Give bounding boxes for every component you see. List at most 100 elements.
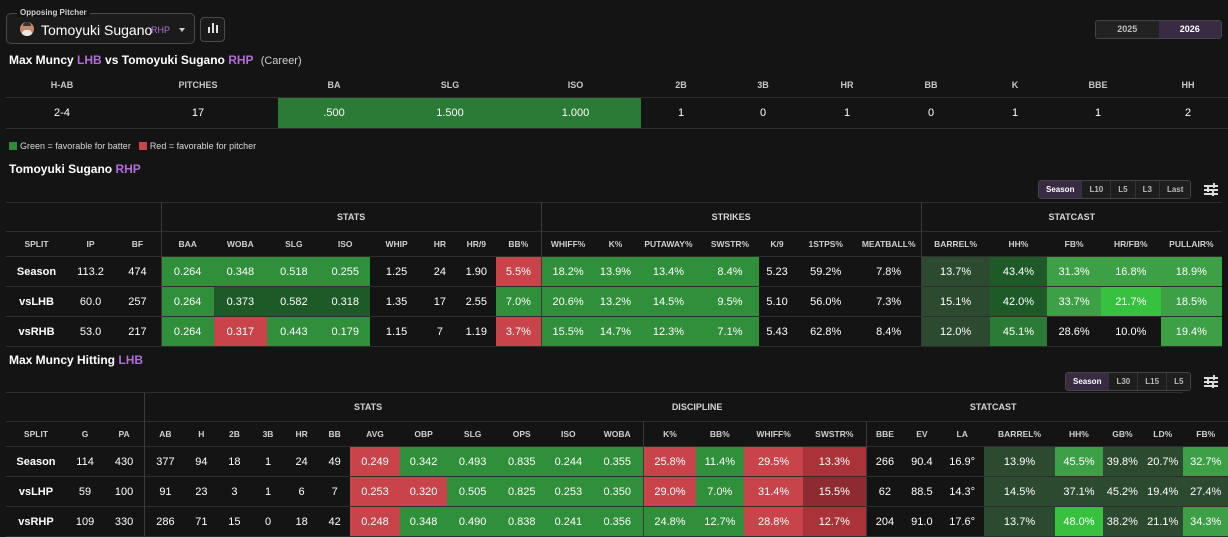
col-hr[interactable]: HR <box>284 421 320 447</box>
col-ld-pct[interactable]: LD% <box>1142 421 1184 447</box>
matchup-h-ab-value: 2-4 <box>6 96 118 129</box>
col-pullair-pct[interactable]: PULLAIR% <box>1160 231 1222 257</box>
col-swstr-pct[interactable]: SWSTR% <box>803 421 867 447</box>
col-iso[interactable]: ISO <box>320 231 370 257</box>
col-bb[interactable]: BB <box>319 421 351 447</box>
col-whiff-pct[interactable]: WHIFF% <box>540 231 595 257</box>
col-hr[interactable]: HR <box>423 231 457 257</box>
cell-barrel-pct: 13.7% <box>920 256 990 287</box>
col-1stps-pct[interactable]: 1STPS% <box>794 231 857 257</box>
cell-swstr-pct: 9.5% <box>700 286 760 317</box>
cell-bf: 474 <box>114 256 162 287</box>
matchup-pitcher-name: Tomoyuki Sugano <box>121 53 225 67</box>
tab-l5[interactable]: L5 <box>1111 181 1136 198</box>
cell-ev: 90.4 <box>903 446 941 477</box>
col-fb-pct[interactable]: FB% <box>1047 231 1101 257</box>
col-baa[interactable]: BAA <box>160 231 214 257</box>
cell-pa: 330 <box>104 506 145 537</box>
col-avg[interactable]: AVG <box>350 421 400 447</box>
col-ops[interactable]: OPS <box>497 421 546 447</box>
year-2025-button[interactable]: 2025 <box>1096 21 1159 38</box>
col-swstr-pct[interactable]: SWSTR% <box>700 231 760 257</box>
cell-fb-pct: 31.3% <box>1047 256 1101 287</box>
cell-iso: 0.318 <box>320 286 370 317</box>
matchup-batter-name: Max Muncy <box>9 53 74 67</box>
matchup-hr-value: 1 <box>805 96 889 129</box>
cell-putaway-pct: 12.3% <box>636 316 701 347</box>
col-slg[interactable]: SLG <box>447 421 498 447</box>
matchup-pitches-value: 17 <box>118 96 278 129</box>
col-split[interactable]: SPLIT <box>6 231 67 257</box>
col-pa[interactable]: PA <box>104 421 145 447</box>
col-g[interactable]: G <box>65 421 105 447</box>
col-la[interactable]: LA <box>940 421 984 447</box>
cell-la: 17.6° <box>940 506 984 537</box>
col-meatball-pct[interactable]: MEATBALL% <box>856 231 922 257</box>
col-whiff-pct[interactable]: WHIFF% <box>744 421 804 447</box>
tab-l5[interactable]: L5 <box>1167 373 1191 390</box>
col-hr-per-9[interactable]: HR/9 <box>456 231 497 257</box>
tab-l15[interactable]: L15 <box>1138 373 1168 390</box>
tab-season[interactable]: Season <box>1066 373 1110 390</box>
col-obp[interactable]: OBP <box>399 421 448 447</box>
tab-season[interactable]: Season <box>1039 181 1083 198</box>
cell-2b: 18 <box>216 446 252 477</box>
col-2b[interactable]: 2B <box>216 421 252 447</box>
pitcher-table-name: Tomoyuki Sugano <box>9 162 113 176</box>
group-blank <box>6 392 145 422</box>
col-k-pct[interactable]: K% <box>594 231 637 257</box>
filter-icon[interactable] <box>1204 375 1218 388</box>
cell-hr-per-fb-pct: 10.0% <box>1100 316 1161 347</box>
col-hr-per-fb-pct[interactable]: HR/FB% <box>1100 231 1161 257</box>
col-putaway-pct[interactable]: PUTAWAY% <box>636 231 701 257</box>
col-fb-pct[interactable]: FB% <box>1183 421 1228 447</box>
pitcher-selector[interactable]: Opposing Pitcher Tomoyuki Sugano RHP <box>6 8 195 44</box>
col-3b[interactable]: 3B <box>252 421 285 447</box>
col-hh-pct[interactable]: HH% <box>1055 421 1103 447</box>
hitter-stats-table: STATS DISCIPLINE STATCAST SPLIT G PA AB H 2B 3B HR… <box>6 392 1228 537</box>
col-split[interactable]: SPLIT <box>6 421 66 447</box>
pitcher-table-hand: RHP <box>115 162 141 176</box>
cell-putaway-pct: 14.5% <box>636 286 701 317</box>
col-barrel-pct[interactable]: BARREL% <box>983 421 1056 447</box>
col-iso[interactable]: ISO <box>545 421 592 447</box>
group-blank <box>6 202 162 232</box>
col-k-pct[interactable]: K% <box>643 421 696 447</box>
col-bf[interactable]: BF <box>114 231 162 257</box>
col-woba[interactable]: WOBA <box>591 421 644 447</box>
col-h[interactable]: H <box>185 421 217 447</box>
cell-bbe: 204 <box>865 506 904 537</box>
col-barrel-pct[interactable]: BARREL% <box>920 231 990 257</box>
cell-bb: 49 <box>319 446 351 477</box>
col-whip[interactable]: WHIP <box>369 231 424 257</box>
pitcher-stats-table: STATS STRIKES STATCAST SPLIT IP BF BAA WOBA SLG I… <box>6 202 1222 347</box>
tab-last[interactable]: Last <box>1159 181 1191 198</box>
col-ip[interactable]: IP <box>67 231 115 257</box>
col-gb-pct[interactable]: GB% <box>1102 421 1142 447</box>
col-ab[interactable]: AB <box>144 421 186 447</box>
cell-bb-pct: 7.0% <box>496 286 542 317</box>
cell-ev: 91.0 <box>903 506 941 537</box>
cell-baa: 0.264 <box>160 316 214 347</box>
year-2026-button[interactable]: 2026 <box>1158 21 1221 38</box>
col-k-per-9[interactable]: K/9 <box>759 231 795 257</box>
tab-l30[interactable]: L30 <box>1109 373 1139 390</box>
tab-l3[interactable]: L3 <box>1135 181 1160 198</box>
col-ev[interactable]: EV <box>903 421 941 447</box>
col-slg[interactable]: SLG <box>267 231 321 257</box>
col-bb-pct[interactable]: BB% <box>496 231 542 257</box>
cell-ab: 377 <box>144 446 186 477</box>
cell-gb-pct: 39.8% <box>1102 446 1142 477</box>
col-bb-pct[interactable]: BB% <box>695 421 745 447</box>
bar-chart-button[interactable] <box>200 17 225 42</box>
col-woba[interactable]: WOBA <box>213 231 268 257</box>
matchup-col-slg: SLG <box>440 79 460 90</box>
cell-ops: 0.825 <box>497 476 546 507</box>
col-bbe[interactable]: BBE <box>865 421 904 447</box>
tab-l10[interactable]: L10 <box>1082 181 1112 198</box>
col-hh-pct[interactable]: HH% <box>989 231 1048 257</box>
legend-green-label: Green = favorable for batter <box>20 141 131 151</box>
cell-iso: 0.179 <box>320 316 370 347</box>
filter-icon[interactable] <box>1204 183 1218 196</box>
matchup-col-3b: 3B <box>757 79 769 90</box>
